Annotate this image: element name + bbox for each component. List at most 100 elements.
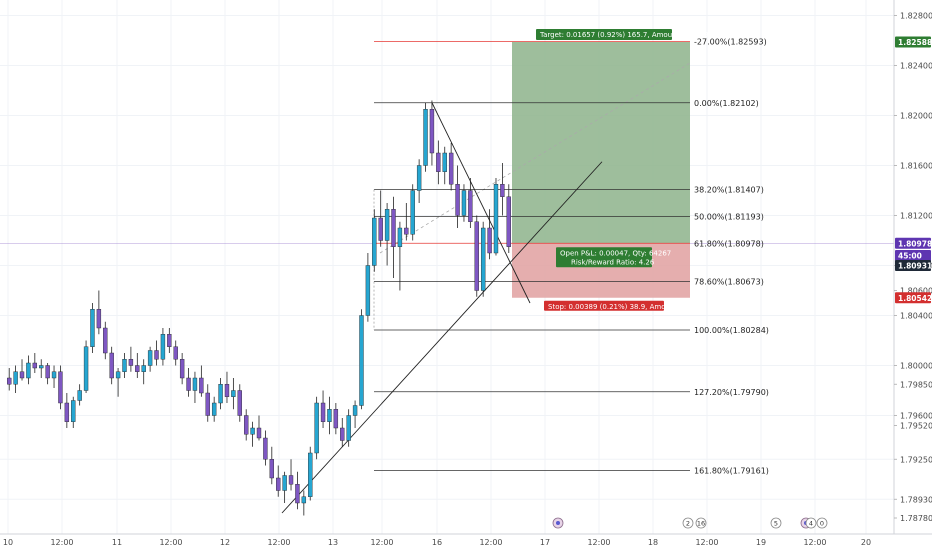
candle-body [468, 190, 473, 222]
price-tag: 45:00 [898, 252, 922, 261]
price-tag-bg [895, 36, 931, 48]
candle-body [173, 346, 178, 360]
price-tag: 1.80978 [898, 239, 932, 248]
fib-level-label: 100.00%(1.80284) [694, 326, 769, 335]
candle-body [308, 452, 313, 497]
fib-level-label: 61.80%(1.80978) [694, 239, 764, 248]
fib-level-label: -27.00%(1.82593) [694, 37, 767, 46]
candle-body [205, 392, 210, 416]
candle-body [327, 409, 332, 422]
event-count-label: 16 [697, 520, 705, 528]
grid-lines [0, 0, 894, 534]
event-count-badge [770, 517, 782, 529]
time-tick-label: 12 [220, 538, 230, 547]
candle-body [391, 209, 396, 247]
price-tick-label: 1.81200 [900, 212, 932, 221]
price-tick-label: 1.82800 [900, 12, 932, 21]
event-markers[interactable]: 2 16 5 4 0 [552, 517, 828, 529]
candle-body [256, 427, 262, 439]
price-tick-label: 1.79520 [900, 422, 932, 431]
candle-body [141, 365, 146, 372]
time-tick-label: 12:00 [267, 538, 290, 547]
candle-body [39, 365, 44, 369]
open-pl-label-bg [556, 247, 652, 268]
candle-body [276, 477, 281, 491]
candle-body [211, 402, 217, 416]
candle-body [397, 227, 403, 247]
price-axis-bg [894, 0, 932, 550]
ascending-trendline [281, 161, 603, 514]
candle-body [26, 362, 31, 379]
candle-body [186, 377, 191, 391]
candle-body [442, 152, 447, 172]
event-count-label: 5 [774, 520, 778, 528]
candle-body [480, 227, 486, 291]
candle-body [64, 402, 70, 422]
candle-body [51, 371, 57, 379]
time-tick-label: 13 [328, 538, 338, 547]
candle-body [109, 352, 114, 379]
position-zones [0, 42, 894, 298]
candle-body [423, 109, 428, 166]
candle-body [461, 190, 467, 216]
candle-body [487, 227, 492, 254]
candle-body [448, 152, 454, 185]
price-tick-label: 1.79250 [900, 455, 932, 464]
candle-body [224, 384, 230, 397]
price-tick-label: 1.82400 [900, 62, 932, 71]
event-count-badge [695, 517, 707, 529]
candle-body [372, 217, 377, 266]
position-labels: Target: 0.01657 (0.92%) 165.7, Amount: 2… [536, 29, 708, 311]
fib-level-label: 161.80%(1.79161) [694, 466, 769, 475]
candle-body [13, 371, 18, 385]
descending-trendline [431, 102, 531, 304]
candle-body [384, 209, 390, 241]
time-tick-label: 16 [432, 538, 442, 547]
candle-body [410, 190, 415, 235]
price-tag-bg [895, 237, 931, 249]
price-tick-label: 1.80400 [900, 312, 932, 321]
candle-body [96, 309, 102, 329]
fib-level-label: 50.00%(1.81193) [694, 212, 764, 221]
time-tick-label: 11 [112, 538, 122, 547]
event-count-label: 4 [809, 520, 813, 528]
candle-body [199, 377, 204, 394]
stop-label-bg [544, 300, 664, 311]
time-tick-label: 12:00 [479, 538, 502, 547]
candle-body [231, 390, 236, 397]
event-count-badge [805, 517, 817, 529]
candle-body [83, 346, 89, 391]
price-tick-label: 1.80600 [900, 287, 932, 296]
candle-body [58, 371, 63, 404]
candle-body [45, 365, 50, 379]
candle-body [19, 371, 25, 379]
candle-body [320, 402, 326, 422]
candle-body [237, 390, 242, 416]
candle-body [359, 315, 364, 406]
candle-body [179, 359, 185, 379]
candle-body [32, 362, 38, 369]
price-tick-label: 1.79600 [900, 412, 932, 421]
candle-body [288, 475, 294, 485]
event-count-badge [816, 517, 828, 529]
price-tag-bg [895, 250, 931, 261]
projection-dotted-line [379, 62, 691, 254]
candle-body [269, 459, 274, 479]
time-axis[interactable]: 10 12:00 11 12:00 12 12:00 13 12:00 16 12:00 17 12:… [0, 533, 932, 550]
fib-level-label: 38.20%(1.81407) [694, 186, 764, 195]
candle-body [147, 350, 153, 366]
plot-background [0, 0, 894, 534]
time-tick-label: 12:00 [803, 538, 826, 547]
price-tag: 1.80542 [898, 294, 932, 303]
candle-body [378, 217, 383, 241]
candle-body [192, 377, 198, 391]
candle-body [314, 402, 319, 454]
candle-body [244, 415, 249, 435]
price-axis[interactable]: 1.828001.824001.820001.816001.812001.808… [893, 0, 932, 550]
candle-body [346, 415, 351, 441]
candle-body [506, 196, 511, 247]
time-tick-label: 12:00 [370, 538, 393, 547]
candle-body [474, 221, 479, 291]
target-zone [512, 42, 690, 244]
